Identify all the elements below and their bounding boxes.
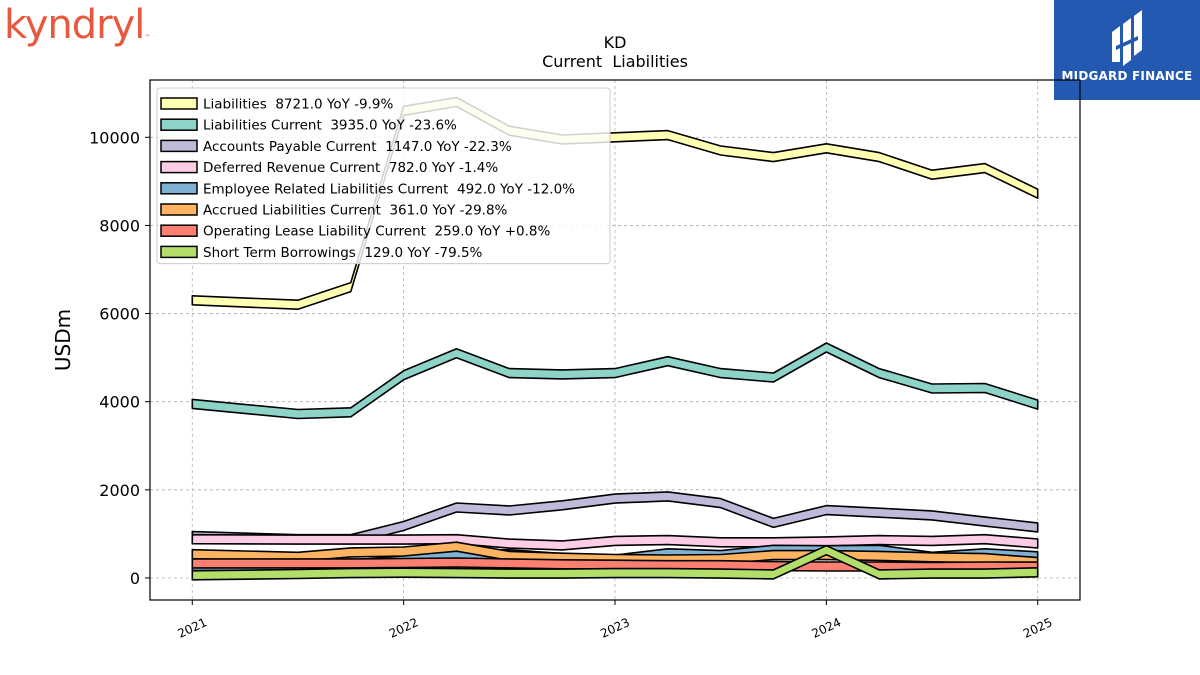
legend-swatch [160, 118, 198, 131]
y-tick-label: 8000 [99, 216, 140, 235]
midgard-finance-logo: MIDGARD FINANCE [1054, 0, 1200, 100]
y-tick-label: 10000 [89, 128, 140, 147]
legend-entry: Liabilities 8721.0 YoY -9.9% [203, 97, 393, 113]
legend-entry: Accrued Liabilities Current 361.0 YoY -2… [203, 203, 508, 219]
x-tick-label: 2022 [387, 615, 421, 641]
legend-swatch [160, 203, 198, 216]
x-tick-label: 2025 [1021, 615, 1055, 641]
x-axis: 2021 2022 2023 2024 2025 [175, 600, 1055, 641]
y-tick-label: 4000 [99, 393, 140, 412]
chart-subtitle: Current Liabilities [542, 52, 688, 71]
y-axis: 0 2000 4000 6000 8000 10000 [89, 128, 150, 588]
legend-entry: Short Term Borrowings 129.0 YoY -79.5% [203, 245, 483, 261]
plot-area [191, 96, 1039, 581]
legend-entry: Employee Related Liabilities Current 492… [203, 181, 575, 197]
kyndryl-logo: kyndryl™ [4, 2, 150, 48]
x-tick-label: 2021 [175, 615, 209, 641]
legend-swatch [160, 139, 198, 153]
y-axis-label: USDm [51, 309, 75, 371]
legend-swatch [160, 97, 198, 110]
chart-title: KD [603, 33, 627, 52]
midgard-finance-wordmark: MIDGARD FINANCE [1061, 69, 1193, 83]
legend-swatch [160, 160, 198, 174]
legend-swatch [160, 182, 198, 195]
x-tick-label: 2023 [598, 615, 632, 641]
y-tick-label: 0 [130, 569, 140, 588]
series-band-1 [191, 342, 1039, 420]
y-tick-label: 6000 [99, 305, 140, 324]
legend-swatch [160, 245, 198, 259]
series-band-3 [191, 533, 1039, 551]
y-tick-label: 2000 [99, 481, 140, 500]
series-band-7 [191, 544, 1039, 581]
legend-entry: Operating Lease Liability Current 259.0 … [203, 224, 550, 240]
legend-entry: Accounts Payable Current 1147.0 YoY -22.… [203, 139, 512, 155]
x-tick-label: 2024 [810, 615, 844, 641]
legend-entry: Liabilities Current 3935.0 YoY -23.6% [203, 118, 457, 134]
legend-box [156, 87, 611, 265]
legend: Liabilities 8721.0 YoY -9.9% Liabilities … [156, 87, 611, 265]
midgard-finance-emblem-icon [1112, 10, 1142, 66]
legend-swatch [160, 224, 198, 237]
legend-entry: Deferred Revenue Current 782.0 YoY -1.4% [203, 160, 498, 176]
